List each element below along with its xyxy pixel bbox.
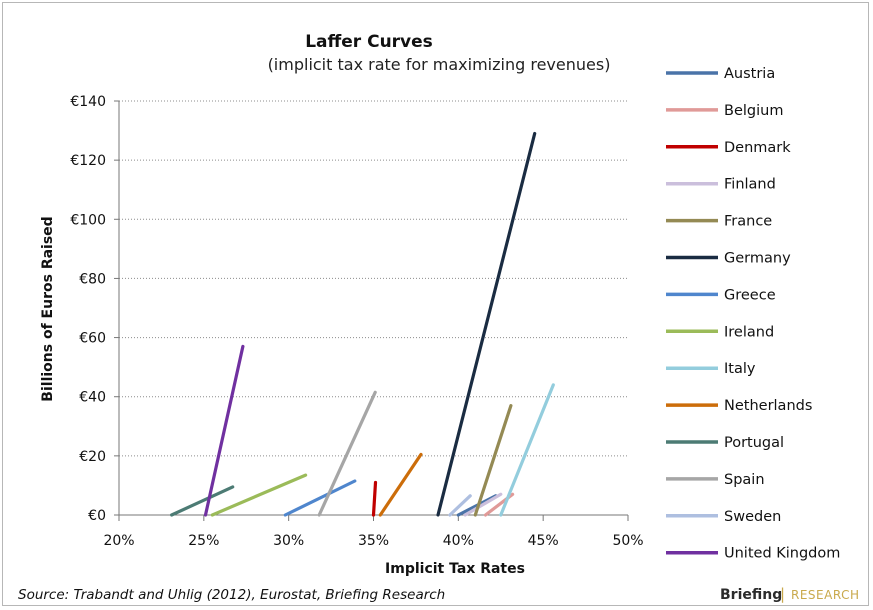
x-tick-label: 40% <box>443 533 474 549</box>
y-axis-title: Billions of Euros Raised <box>40 216 56 401</box>
series-line-ireland <box>210 473 308 517</box>
legend-item-ireland: Ireland <box>666 324 774 340</box>
series-line-italy <box>499 383 555 517</box>
series-line-finland <box>463 492 503 517</box>
brand-suffix: RESEARCH <box>791 588 859 602</box>
legend-label: France <box>724 214 772 230</box>
chart-subtitle: (implicit tax rate for maximizing revenu… <box>268 55 611 74</box>
legend-label: Netherlands <box>724 398 812 414</box>
y-tick-label: €140 <box>70 94 106 110</box>
legend-item-united-kingdom: United Kingdom <box>666 546 840 562</box>
x-tick-label: 30% <box>273 533 304 549</box>
legend-label: Denmark <box>724 140 791 156</box>
legend-item-italy: Italy <box>666 361 756 377</box>
legend-label: Belgium <box>724 103 783 119</box>
series-line-spain <box>317 390 377 517</box>
legend-item-netherlands: Netherlands <box>666 398 812 414</box>
series-line-netherlands <box>378 452 423 517</box>
legend-label: Portugal <box>724 435 784 451</box>
legend-label: United Kingdom <box>724 546 840 562</box>
series-line-sweden <box>448 494 472 517</box>
source-note: Source: Trabandt and Uhlig (2012), Euros… <box>18 587 445 603</box>
legend-item-spain: Spain <box>666 472 765 488</box>
legend-item-austria: Austria <box>666 66 775 82</box>
axes <box>114 100 629 521</box>
x-tick-label: 45% <box>528 533 559 549</box>
legend-label: Ireland <box>724 324 774 340</box>
brand-logo: Briefing | RESEARCH <box>720 585 859 603</box>
y-tick-label: €40 <box>79 390 106 406</box>
legend-item-portugal: Portugal <box>666 435 784 451</box>
y-tick-labels: €0 €20 €40 €60 €80 €100 €120 €140 <box>70 94 106 524</box>
x-axis-title: Implicit Tax Rates <box>385 561 525 577</box>
series-line-portugal <box>170 485 235 517</box>
series-line-united-kingdom <box>203 344 245 517</box>
series-line-france <box>473 404 513 517</box>
legend-label: Germany <box>724 251 791 267</box>
chart-canvas: Laffer Curves (implicit tax rate for max… <box>18 32 859 603</box>
brand-name: Briefing <box>720 587 782 603</box>
gridlines <box>119 100 628 457</box>
x-tick-label: 50% <box>612 533 643 549</box>
legend: Austria Belgium Denmark Finland France German… <box>666 66 840 562</box>
legend-item-finland: Finland <box>666 177 776 193</box>
series-lines <box>170 131 555 517</box>
series-line-germany <box>436 131 537 517</box>
y-tick-label: €80 <box>79 271 106 287</box>
legend-label: Greece <box>724 287 776 303</box>
brand-separator: | <box>780 585 785 603</box>
legend-item-france: France <box>666 214 772 230</box>
y-tick-label: €120 <box>70 153 106 169</box>
chart-title: Laffer Curves <box>305 32 433 52</box>
legend-item-denmark: Denmark <box>666 140 791 156</box>
x-tick-labels: 20% 25% 30% 35% 40% 45% 50% <box>103 533 643 549</box>
legend-item-sweden: Sweden <box>666 509 781 525</box>
y-tick-label: €100 <box>70 212 106 228</box>
series-line-denmark <box>371 480 378 517</box>
legend-item-greece: Greece <box>666 287 776 303</box>
legend-label: Spain <box>724 472 765 488</box>
y-tick-label: €20 <box>79 449 106 465</box>
x-tick-label: 20% <box>103 533 134 549</box>
legend-label: Finland <box>724 177 776 193</box>
x-tick-label: 35% <box>358 533 389 549</box>
x-tick-label: 25% <box>188 533 219 549</box>
legend-item-germany: Germany <box>666 251 791 267</box>
legend-label: Sweden <box>724 509 781 525</box>
series-line-greece <box>283 479 357 517</box>
legend-label: Austria <box>724 66 775 82</box>
legend-label: Italy <box>724 361 756 377</box>
legend-item-belgium: Belgium <box>666 103 783 119</box>
y-tick-label: €0 <box>88 508 106 524</box>
y-tick-label: €60 <box>79 331 106 347</box>
